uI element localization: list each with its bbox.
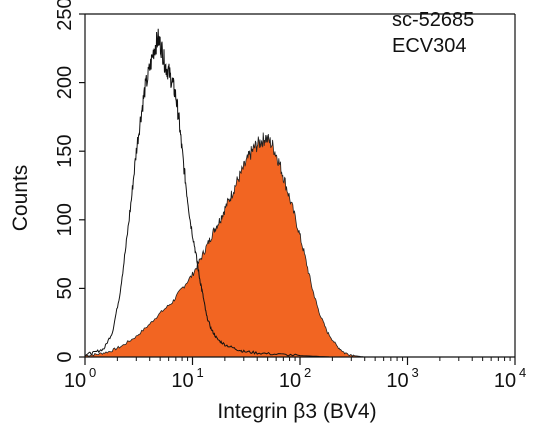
annotation-line-1: sc-52685 — [392, 9, 474, 31]
y-tick-label: 150 — [54, 135, 76, 168]
x-tick-label: 10 — [494, 370, 516, 392]
x-tick-exponent: 0 — [89, 365, 96, 380]
x-tick-label: 10 — [279, 370, 301, 392]
filled-histogram-series — [84, 132, 365, 358]
annotation-line-2: ECV304 — [392, 35, 467, 57]
y-axis-title: Counts — [9, 165, 32, 232]
x-tick-label: 10 — [386, 370, 408, 392]
x-tick-label: 10 — [171, 370, 193, 392]
x-tick-label: 10 — [64, 370, 86, 392]
x-tick-exponent: 3 — [412, 365, 419, 380]
y-tick-label: 200 — [54, 66, 76, 99]
x-tick-exponent: 1 — [197, 365, 204, 380]
y-tick-label: 250 — [54, 0, 76, 31]
x-tick-exponent: 4 — [519, 365, 526, 380]
outline-histogram-series — [84, 28, 352, 358]
y-tick-label: 50 — [54, 277, 76, 299]
x-tick-exponent: 2 — [304, 365, 311, 380]
y-tick-label: 100 — [54, 203, 76, 236]
x-axis-title: Integrin β3 (BV4) — [217, 400, 376, 423]
plot-area — [84, 28, 365, 358]
y-tick-label: 0 — [54, 351, 76, 362]
